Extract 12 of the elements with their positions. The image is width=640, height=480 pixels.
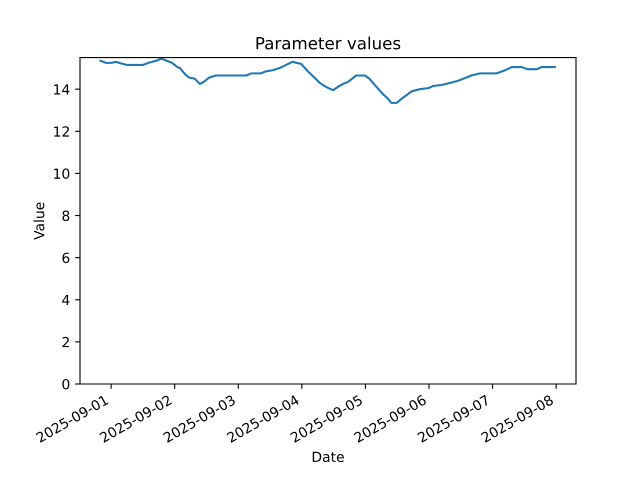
y-tick-label: 10 bbox=[54, 168, 70, 179]
y-tick-label: 4 bbox=[62, 294, 70, 306]
chart-title: Parameter values bbox=[256, 36, 400, 50]
y-tick-label: 0 bbox=[62, 378, 70, 390]
y-tick-label: 14 bbox=[54, 84, 70, 94]
y-tick-label: 8 bbox=[62, 210, 70, 222]
y-tick-label: 12 bbox=[54, 126, 69, 137]
y-axis-title: Value bbox=[34, 202, 44, 240]
x-axis-title: Date bbox=[312, 452, 344, 462]
y-tick-label: 6 bbox=[62, 252, 70, 264]
line-series bbox=[99, 58, 556, 104]
y-tick-label: 2 bbox=[62, 336, 69, 348]
